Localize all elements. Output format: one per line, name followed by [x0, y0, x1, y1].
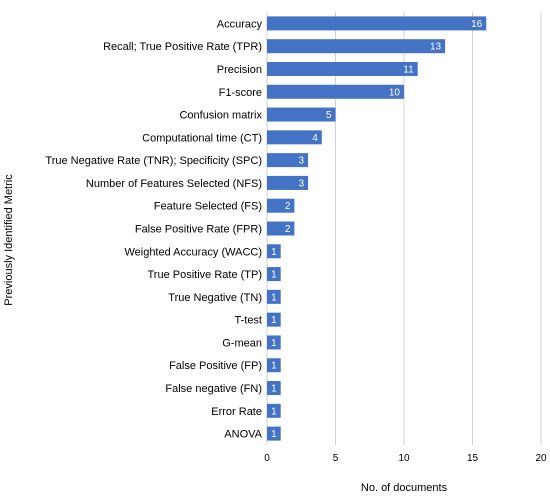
bar-value-label: 10 — [389, 87, 401, 98]
category-label: T-test — [234, 315, 262, 327]
category-label: Confusion matrix — [179, 110, 262, 122]
category-labels: Accuracy Recall; True Positive Rate (TPR)… — [45, 18, 262, 440]
bar — [267, 221, 295, 236]
x-tick-label: 15 — [467, 453, 479, 464]
category-label: False negative (FN) — [165, 383, 262, 395]
bar — [267, 130, 322, 145]
x-tick-label: 0 — [264, 453, 270, 464]
category-label: G-mean — [222, 337, 262, 349]
bar-value-label: 1 — [271, 315, 277, 326]
category-label: F1-score — [219, 87, 262, 99]
bar-value-label: 1 — [271, 270, 277, 281]
bar — [267, 175, 309, 190]
bar-value-label: 1 — [271, 247, 277, 258]
bar-value-label: 1 — [271, 338, 277, 349]
bar — [267, 61, 418, 76]
bar-value-label: 13 — [430, 42, 442, 53]
bar-value-label: 11 — [403, 64, 414, 75]
bar-value-label: 2 — [285, 224, 291, 235]
bar-value-label: 1 — [271, 429, 277, 440]
category-label: Number of Features Selected (NFS) — [86, 178, 262, 190]
category-label: True Negative (TN) — [168, 292, 262, 304]
category-label: True Positive Rate (TP) — [147, 269, 262, 281]
bar-value-label: 1 — [271, 384, 277, 395]
bar — [267, 267, 281, 282]
category-label: True Negative Rate (TNR); Specificity (S… — [45, 155, 262, 167]
bar — [267, 335, 281, 350]
category-label: False Positive (FP) — [169, 360, 262, 372]
category-label: Accuracy — [217, 18, 263, 30]
category-label: ANOVA — [224, 429, 262, 441]
bar-value-label: 5 — [326, 110, 332, 121]
bar — [267, 244, 281, 259]
x-axis-title: No. of documents — [361, 482, 448, 494]
bar — [267, 312, 281, 327]
y-axis-title: Previously Identified Metric — [3, 174, 15, 306]
x-tick-label: 5 — [333, 453, 339, 464]
bar — [267, 403, 281, 418]
bar — [267, 39, 446, 54]
bar — [267, 107, 336, 122]
category-label: Error Rate — [211, 406, 262, 418]
bar — [267, 381, 281, 396]
bar-value-label: 3 — [299, 156, 305, 167]
bar-value-label: 1 — [271, 406, 277, 417]
bar — [267, 198, 295, 213]
gridlines — [266, 12, 542, 445]
bar-value-label: 1 — [271, 292, 277, 303]
bar — [267, 84, 404, 99]
x-tick-label: 20 — [535, 453, 547, 464]
category-label: Precision — [217, 64, 262, 76]
bar — [267, 289, 281, 304]
x-tick-labels: 0 5 10 15 20 — [264, 453, 547, 464]
x-tick-label: 10 — [398, 453, 410, 464]
bar — [267, 426, 281, 441]
bar-value-label: 16 — [471, 19, 483, 30]
bar — [267, 358, 281, 373]
bar-value-label: 4 — [312, 133, 318, 144]
bar-value-label: 2 — [285, 201, 291, 212]
category-label: False Positive Rate (FPR) — [135, 224, 262, 236]
bar-value-label: 3 — [299, 178, 305, 189]
bar-value-label: 1 — [271, 361, 277, 372]
category-label: Computational time (CT) — [142, 132, 262, 144]
bar — [267, 16, 487, 31]
category-label: Feature Selected (FS) — [154, 201, 262, 213]
category-label: Recall; True Positive Rate (TPR) — [103, 41, 262, 53]
bar — [267, 153, 309, 168]
category-label: Weighted Accuracy (WACC) — [124, 246, 262, 258]
